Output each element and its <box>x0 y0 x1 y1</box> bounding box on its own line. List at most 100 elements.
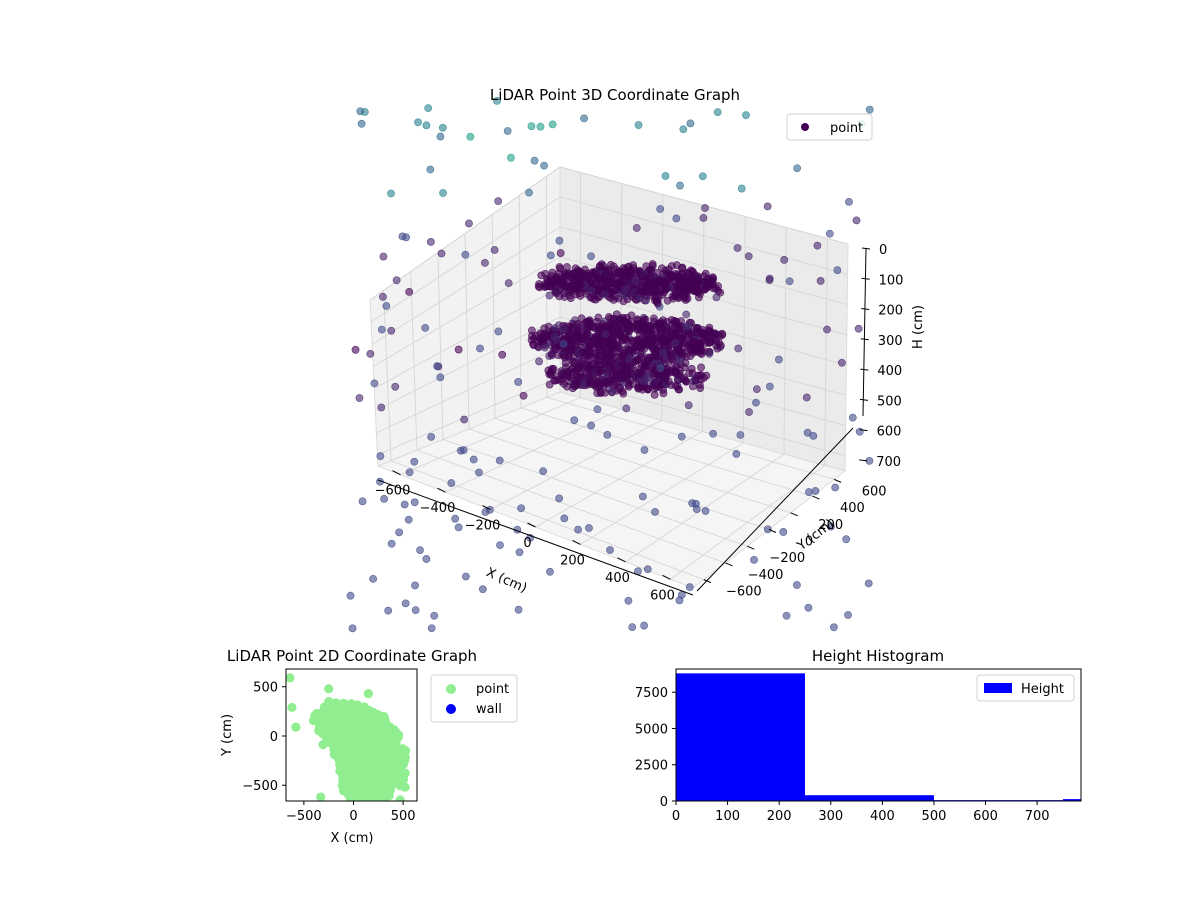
point-2d <box>352 719 362 729</box>
tick-label-x-3d: −400 <box>420 501 456 516</box>
point-3d <box>525 188 533 197</box>
point-3d <box>640 621 648 630</box>
point-3d <box>401 599 410 608</box>
point-3d <box>636 342 645 351</box>
point-3d <box>551 376 560 385</box>
point-3d <box>632 356 641 365</box>
point-3d <box>661 172 670 180</box>
point-3d <box>686 352 695 360</box>
point-3d <box>411 581 419 590</box>
point-3d <box>387 189 395 198</box>
point-3d <box>427 432 436 441</box>
point-3d <box>661 341 670 350</box>
point-3d <box>545 291 554 300</box>
axes-frame-hist <box>675 668 1082 802</box>
point-3d <box>559 325 568 334</box>
point-2d <box>286 673 295 683</box>
grid-z-left <box>377 376 561 456</box>
point-2d <box>336 752 346 763</box>
point-3d <box>574 320 582 328</box>
point-3d <box>454 345 463 354</box>
point-3d <box>461 572 470 581</box>
grid-z-left <box>376 346 561 434</box>
point-3d <box>651 345 660 353</box>
legend-hist-swatch <box>984 683 1012 693</box>
point-3d <box>606 362 615 371</box>
point-2d <box>319 715 330 726</box>
point-3d <box>662 285 671 294</box>
grid-y-left <box>464 233 470 430</box>
point-3d <box>664 377 673 386</box>
point-3d <box>628 323 637 332</box>
point-3d <box>541 343 549 352</box>
point-3d <box>744 252 753 261</box>
tick-label-y-3d: −200 <box>769 551 805 566</box>
point-3d <box>547 282 556 291</box>
y-axis-line-3d <box>696 427 854 592</box>
point-3d <box>650 314 658 323</box>
tick-label-z-3d: 400 <box>877 364 902 379</box>
tick-label-z-3d: 100 <box>879 273 904 288</box>
point-3d <box>481 508 490 516</box>
point-3d <box>669 294 677 303</box>
point-3d <box>685 329 694 338</box>
point-3d <box>670 332 679 341</box>
point-3d <box>745 408 753 416</box>
point-3d <box>422 555 431 563</box>
grid-y-floor <box>390 460 705 581</box>
point-3d <box>712 293 721 302</box>
point-2d <box>311 714 321 724</box>
point-3d <box>439 189 447 197</box>
point-3d <box>555 236 564 245</box>
point-3d <box>811 487 820 495</box>
grid-x-back <box>702 205 705 432</box>
point-3d <box>456 446 465 455</box>
tick-label-z-3d: 300 <box>878 334 903 349</box>
tick-x-3d <box>527 522 536 528</box>
point-3d <box>651 379 660 387</box>
point-3d <box>410 457 419 466</box>
point-2d <box>384 790 394 801</box>
point-3d <box>697 346 706 355</box>
point-2d <box>328 712 339 722</box>
point-3d <box>380 494 389 503</box>
point-3d <box>617 362 626 371</box>
point-3d <box>793 581 801 589</box>
point-2d <box>384 763 394 773</box>
point-3d <box>461 250 470 259</box>
point-3d <box>585 341 594 350</box>
point-3d <box>702 371 711 380</box>
point-3d <box>355 394 364 402</box>
point-3d <box>579 348 587 357</box>
point-3d <box>548 351 556 360</box>
tick-x-3d <box>617 557 626 563</box>
point-3d <box>581 265 589 274</box>
tick-label-z-3d: 200 <box>878 304 903 319</box>
point-2d <box>375 786 385 796</box>
point-3d <box>733 244 742 252</box>
point-3d <box>574 282 583 291</box>
point-3d <box>688 382 697 391</box>
point-3d <box>563 271 572 280</box>
point-2d <box>363 689 373 699</box>
tick-label-y-2d: 500 <box>253 681 278 696</box>
point-2d <box>339 744 349 755</box>
point-3d <box>634 368 643 377</box>
point-2d <box>378 732 388 742</box>
point-2d <box>343 712 353 722</box>
point-3d <box>603 430 612 439</box>
point-3d <box>351 345 360 354</box>
grid-y-left <box>518 195 522 408</box>
point-3d <box>657 335 665 344</box>
tick-label-y-3d: 600 <box>862 484 887 499</box>
point-3d <box>507 153 515 162</box>
point-3d <box>421 323 430 332</box>
point-2d <box>359 778 369 788</box>
point-3d <box>547 371 556 379</box>
point-3d <box>377 403 386 412</box>
point-3d <box>369 574 378 583</box>
point-2d <box>399 756 410 766</box>
point-3d <box>588 322 597 331</box>
title-3d: LiDAR Point 3D Coordinate Graph <box>490 86 740 104</box>
point-3d <box>763 202 772 211</box>
